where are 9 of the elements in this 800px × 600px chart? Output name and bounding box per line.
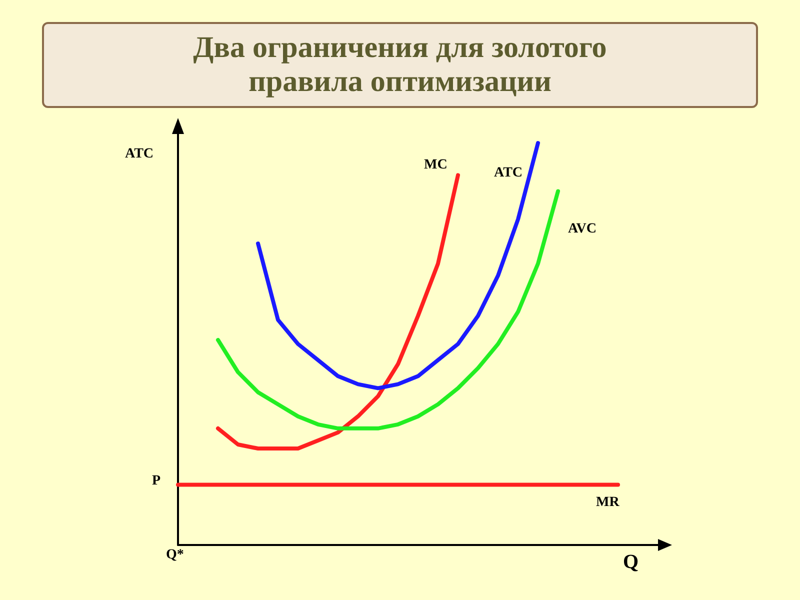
text: Q* xyxy=(166,548,184,562)
chart-title: Два ограничения для золотого правила оптимизации xyxy=(192,31,608,99)
y-axis-title: ATC xyxy=(125,146,154,162)
series-label: MC xyxy=(424,158,448,173)
x-axis-title: Q xyxy=(623,551,639,573)
text: P xyxy=(152,474,161,488)
series-label: ATC xyxy=(494,166,523,180)
series-label: AVC xyxy=(568,222,597,237)
series-label: MR xyxy=(596,495,620,510)
